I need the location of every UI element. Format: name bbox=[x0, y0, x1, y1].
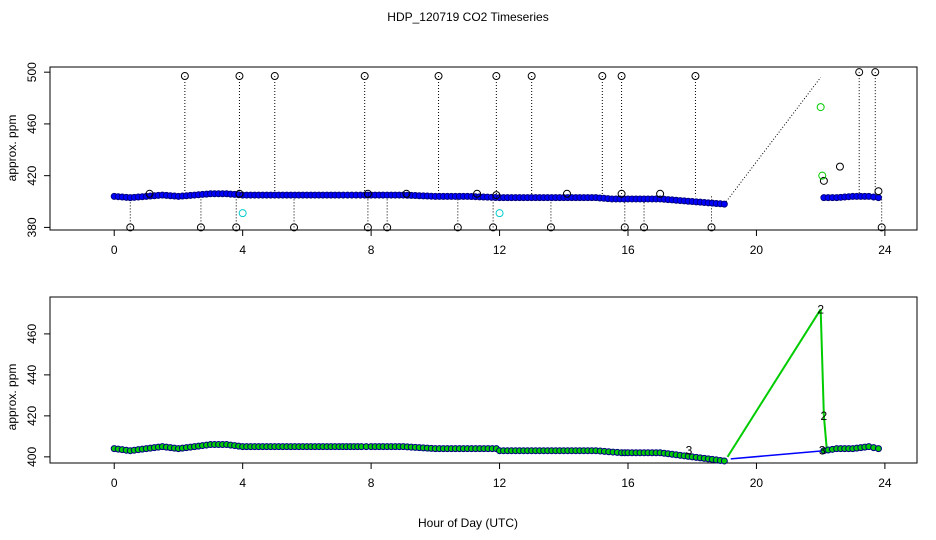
high-spike-point bbox=[527, 72, 536, 81]
bottom-plot-frame bbox=[49, 296, 918, 464]
bottom-panel: approx. ppm 0 4 8 12 16 20 24 400 420 440 460 2 2 3 3 bbox=[5, 296, 918, 490]
x-tick-label: 4 bbox=[239, 243, 246, 257]
x-tick-label: 20 bbox=[750, 243, 764, 257]
high-spike-point bbox=[598, 72, 607, 81]
low-spike-point bbox=[640, 223, 649, 232]
main-series-point bbox=[874, 194, 882, 202]
top-plot-frame bbox=[49, 66, 918, 231]
high-spike-point bbox=[434, 72, 443, 81]
outlier-point bbox=[617, 189, 626, 198]
low-calibration-point bbox=[495, 209, 504, 218]
x-tick-label: 24 bbox=[878, 243, 892, 257]
y-tick-label: 420 bbox=[25, 406, 39, 426]
y-tick-label: 400 bbox=[25, 447, 39, 467]
high-spike-point bbox=[855, 68, 864, 77]
calibration-point bbox=[818, 171, 827, 180]
high-spike-point bbox=[360, 72, 369, 81]
x-tick-label: 24 bbox=[878, 476, 892, 490]
outlier-point bbox=[363, 189, 372, 198]
outlier-point bbox=[402, 189, 411, 198]
point-label: 3 bbox=[686, 444, 693, 458]
x-tick-label: 0 bbox=[111, 476, 118, 490]
low-spike-point bbox=[707, 223, 716, 232]
y-tick-label: 500 bbox=[25, 62, 39, 82]
blue-gap-line bbox=[730, 449, 824, 460]
top-y-axis-label: approx. ppm bbox=[5, 115, 19, 182]
green-series-line bbox=[822, 415, 829, 453]
low-spike-point bbox=[126, 223, 135, 232]
low-calibration-point bbox=[238, 209, 247, 218]
high-spike-point bbox=[871, 68, 880, 77]
high-spike-point bbox=[270, 72, 279, 81]
low-spike-point bbox=[383, 223, 392, 232]
point-label: 3 bbox=[819, 444, 826, 458]
outlier-point bbox=[874, 187, 883, 196]
low-spike-point bbox=[489, 223, 498, 232]
x-tick-label: 16 bbox=[621, 476, 635, 490]
low-spike-point bbox=[196, 223, 205, 232]
gap-trend-line bbox=[723, 77, 822, 205]
y-tick-label: 380 bbox=[25, 217, 39, 237]
x-tick-label: 8 bbox=[368, 243, 375, 257]
high-spike-point bbox=[691, 72, 700, 81]
high-spike-point bbox=[180, 72, 189, 81]
low-spike-point bbox=[290, 223, 299, 232]
x-tick-label: 16 bbox=[621, 243, 635, 257]
outlier-point bbox=[656, 189, 665, 198]
low-spike-point bbox=[877, 223, 886, 232]
outlier-point bbox=[562, 189, 571, 198]
low-spike-point bbox=[232, 223, 241, 232]
main-series-point bbox=[720, 200, 728, 208]
high-spike-point bbox=[235, 72, 244, 81]
outlier-point bbox=[492, 191, 501, 200]
main-series-point bbox=[720, 457, 728, 465]
high-spike-point bbox=[617, 72, 626, 81]
x-tick-label: 12 bbox=[493, 243, 507, 257]
high-spike-point bbox=[492, 72, 501, 81]
x-axis-label: Hour of Day (UTC) bbox=[418, 516, 518, 530]
outlier-point bbox=[473, 189, 482, 198]
point-label: 2 bbox=[817, 302, 824, 316]
y-tick-label: 440 bbox=[25, 365, 39, 385]
calibration-point bbox=[816, 103, 825, 112]
x-tick-label: 4 bbox=[239, 476, 246, 490]
bottom-y-axis-label: approx. ppm bbox=[5, 364, 19, 431]
x-tick-label: 12 bbox=[493, 476, 507, 490]
outlier-point bbox=[835, 162, 844, 171]
low-spike-point bbox=[546, 223, 555, 232]
outlier-point bbox=[235, 189, 244, 198]
chart-title: HDP_120719 CO2 Timeseries bbox=[387, 10, 548, 24]
outlier-point bbox=[145, 189, 154, 198]
y-tick-label: 460 bbox=[25, 114, 39, 134]
green-series-line bbox=[726, 308, 822, 458]
point-label: 2 bbox=[821, 409, 828, 423]
y-tick-label: 420 bbox=[25, 165, 39, 185]
x-tick-label: 8 bbox=[368, 476, 375, 490]
y-tick-label: 460 bbox=[25, 324, 39, 344]
outlier-point bbox=[819, 176, 828, 185]
green-series-line bbox=[819, 309, 825, 416]
top-panel: approx. ppm 0 4 8 12 16 20 24 380 420 460 500 bbox=[5, 62, 918, 257]
low-spike-point bbox=[363, 223, 372, 232]
low-spike-point bbox=[620, 223, 629, 232]
x-tick-label: 20 bbox=[750, 476, 764, 490]
main-series-point bbox=[874, 445, 882, 453]
x-tick-label: 0 bbox=[111, 243, 118, 257]
low-spike-point bbox=[453, 223, 462, 232]
